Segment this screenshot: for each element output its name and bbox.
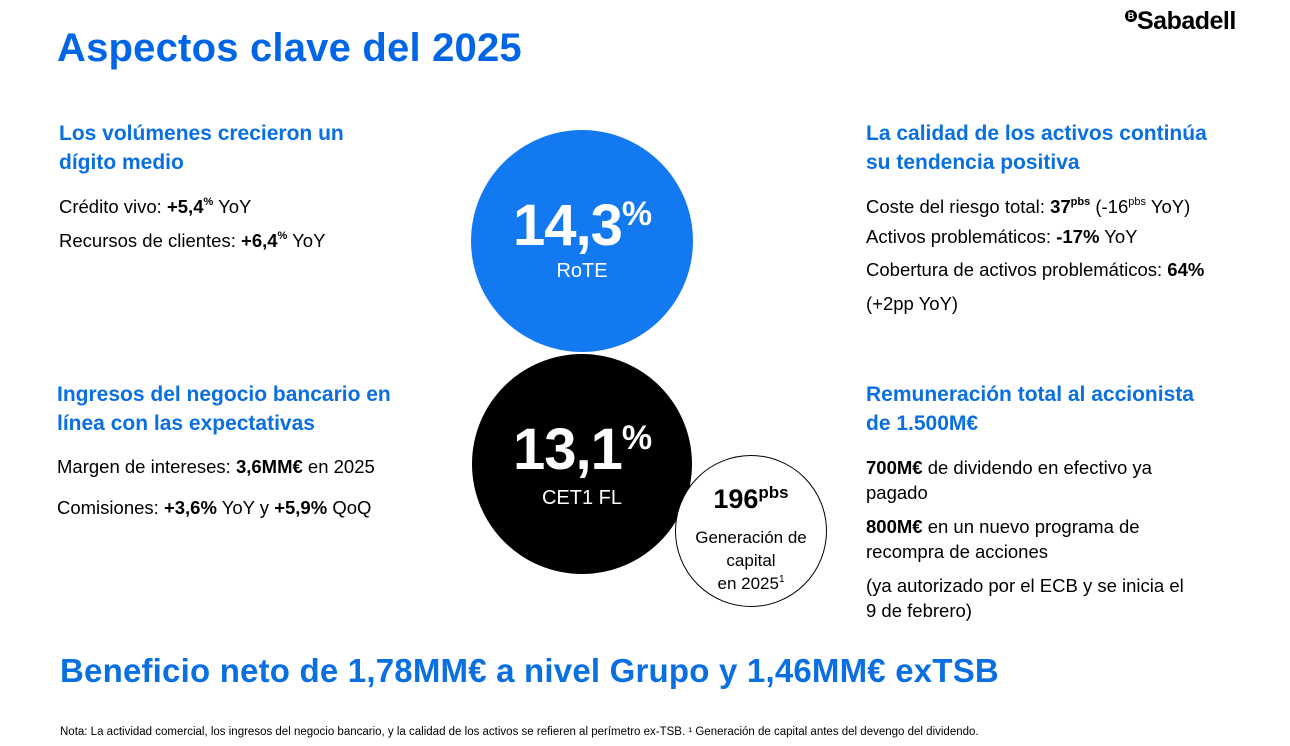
recursos-clientes-line: Recursos de clientes: +6,4% YoY	[59, 230, 326, 251]
sabadell-logo: B Sabadell	[1125, 6, 1236, 36]
rote-value: 14,3%	[512, 193, 652, 258]
credito-vivo-line: Crédito vivo: +5,4% YoY	[59, 196, 252, 217]
footnote: Nota: La actividad comercial, los ingres…	[60, 726, 979, 738]
logo-mark-icon: B	[1125, 10, 1137, 22]
cobertura-line: Cobertura de activos problemáticos: 64%	[866, 259, 1205, 280]
activos-problematicos-line: Activos problemáticos: -17% YoY	[866, 226, 1138, 247]
cet1-value: 13,1%	[512, 417, 652, 482]
income-heading: Ingresos del negocio bancario en línea c…	[57, 383, 391, 435]
cet1-circle: 13,1% CET1 FL	[472, 354, 692, 574]
authorized-text: (ya autorizado por el ECB y se inicia el…	[866, 575, 1184, 621]
net-profit-headline: Beneficio neto de 1,78MM€ a nivel Grupo …	[60, 652, 999, 689]
rote-circle: 14,3% RoTE	[471, 130, 693, 352]
comisiones-line: Comisiones: +3,6% YoY y +5,9% QoQ	[57, 497, 372, 518]
cobertura-yoy-line: (+2pp YoY)	[866, 293, 959, 314]
capital-generation-circle: 196pbs Generación de capital en 20251	[675, 455, 827, 607]
rote-label: RoTE	[556, 260, 608, 282]
assets-heading: La calidad de los activos continúa su te…	[866, 122, 1207, 174]
coste-riesgo-line: Coste del riesgo total: 37pbs (-16pbs Yo…	[866, 196, 1191, 217]
capital-value: 196pbs	[713, 483, 789, 514]
margen-intereses-line: Margen de intereses: 3,6MM€ en 2025	[57, 456, 375, 477]
shareholder-heading: Remuneración total al accionista de 1.50…	[866, 383, 1194, 435]
page-title: Aspectos clave del 2025	[57, 26, 522, 70]
dividend-text: 700M€ de dividendo en efectivo ya pagado	[866, 457, 1152, 503]
capital-label: Generación de capital en 20251	[695, 528, 807, 593]
logo-text: Sabadell	[1137, 7, 1236, 35]
cet1-label: CET1 FL	[541, 487, 623, 509]
buyback-text: 800M€ en un nuevo programa de recompra d…	[866, 516, 1140, 562]
volumes-heading: Los volúmenes crecieron un dígito medio	[59, 122, 344, 174]
